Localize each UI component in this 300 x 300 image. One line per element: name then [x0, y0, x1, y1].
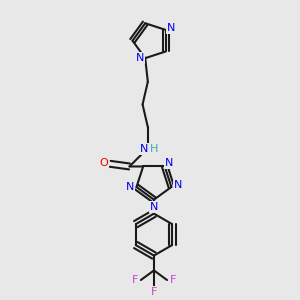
Text: N: N: [167, 23, 175, 33]
Text: F: F: [170, 275, 176, 285]
Text: N: N: [149, 202, 158, 212]
Text: N: N: [165, 158, 173, 168]
Text: F: F: [131, 275, 138, 285]
Text: H: H: [150, 144, 158, 154]
Text: N: N: [174, 180, 182, 190]
Text: O: O: [100, 158, 109, 168]
Text: N: N: [136, 53, 145, 63]
Text: N: N: [140, 144, 148, 154]
Text: N: N: [126, 182, 134, 192]
Text: F: F: [151, 287, 157, 297]
